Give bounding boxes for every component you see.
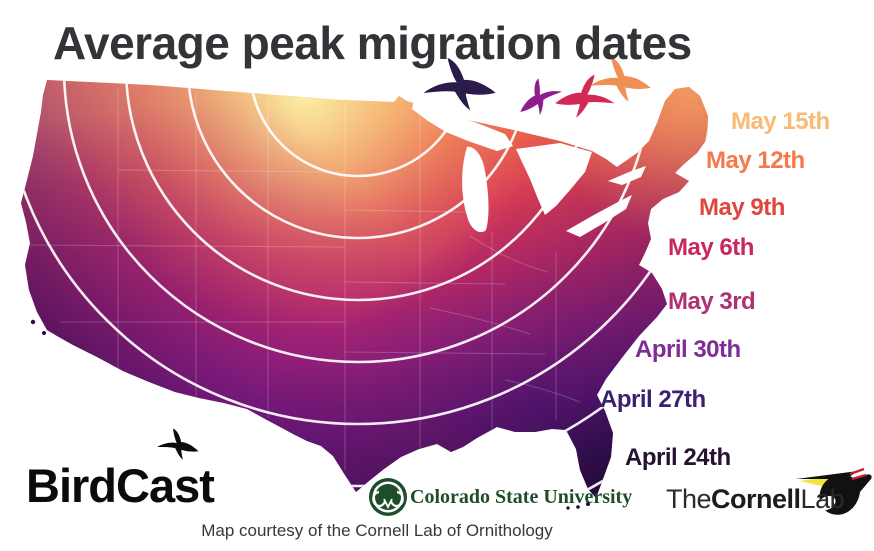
date-label-may-9: May 9th (699, 194, 785, 221)
cornell-logo-cornell: Cornell (711, 484, 801, 514)
csu-logo-wordmark: Colorado State University (410, 486, 633, 508)
date-label-may-3: May 3rd (668, 288, 756, 315)
birdcast-logo: BirdCast (26, 459, 215, 512)
cornell-lab-logo: TheCornellLab (666, 484, 845, 515)
map-caption: Map courtesy of the Cornell Lab of Ornit… (201, 521, 553, 540)
great-lakes (412, 99, 646, 237)
date-label-may-6: May 6th (668, 234, 754, 261)
csu-ram-emblem-icon (369, 478, 407, 516)
date-label-may-12: May 12th (706, 147, 805, 174)
cornell-bird-icon (796, 467, 872, 515)
date-label-april-27: April 27th (600, 386, 706, 413)
date-label-may-15: May 15th (731, 108, 830, 135)
page-title: Average peak migration dates (53, 17, 692, 69)
date-label-april-24: April 24th (625, 444, 731, 471)
state-borders (23, 88, 581, 470)
cornell-logo-the: The (666, 484, 712, 514)
cornell-logo-lab: Lab (800, 484, 845, 514)
date-label-april-30: April 30th (635, 336, 741, 363)
coastal-islands (30, 319, 590, 510)
bird-silhouette-purple-icon (510, 71, 567, 123)
